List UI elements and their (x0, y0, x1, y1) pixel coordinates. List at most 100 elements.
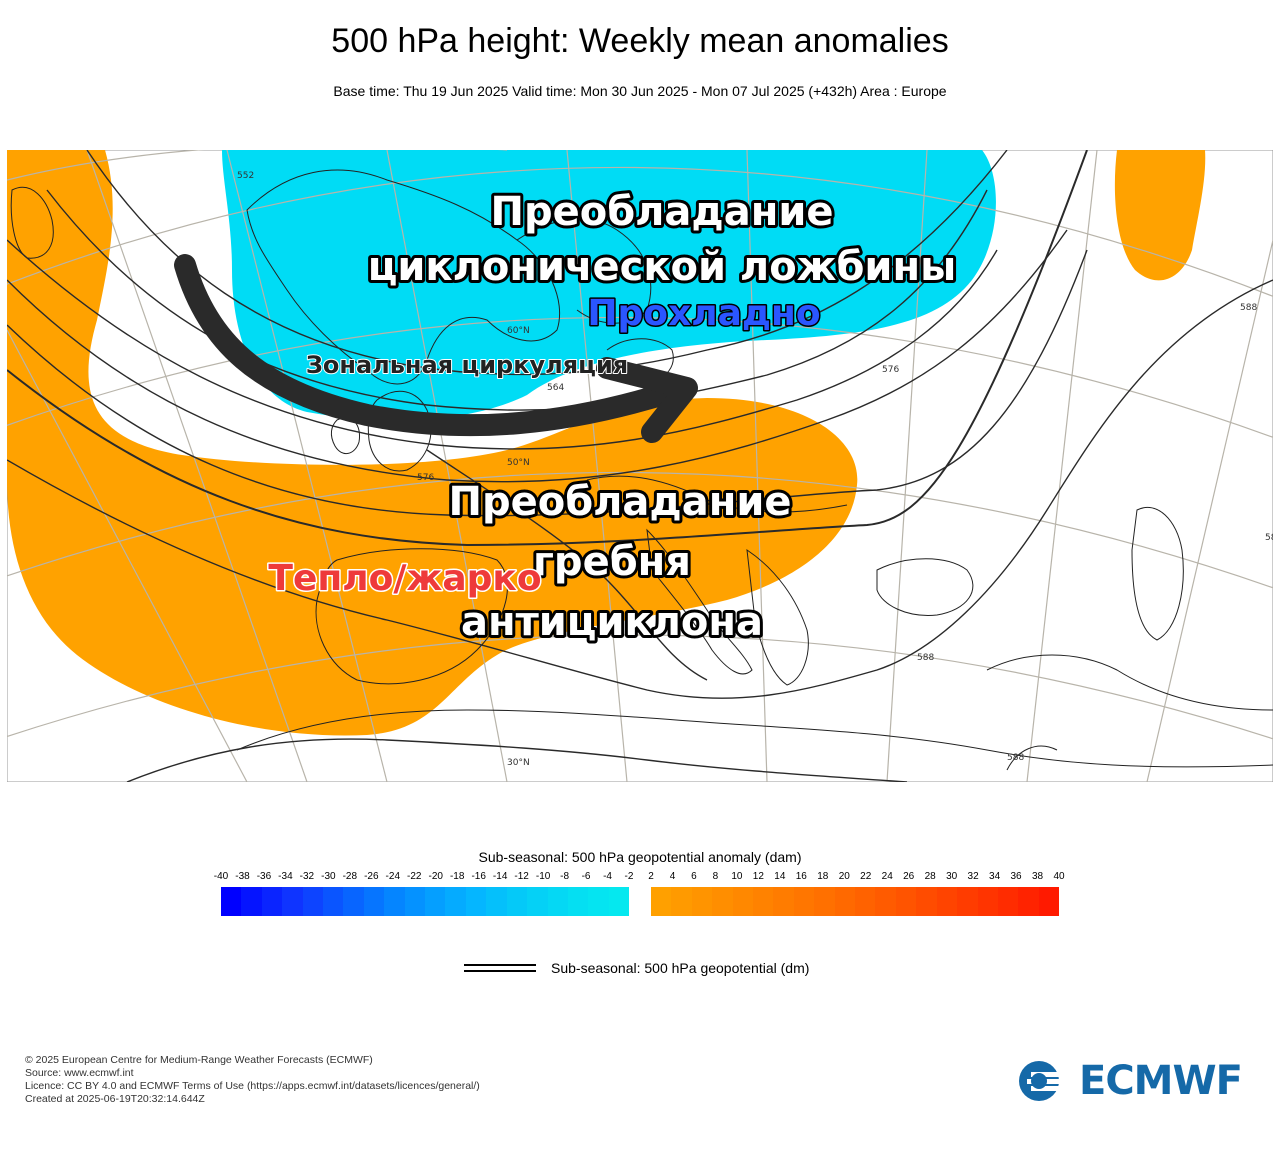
positive-colorbar-cell (671, 887, 692, 916)
credit-created: Created at 2025-06-19T20:32:14.644Z (25, 1093, 205, 1105)
legend-tick-label: -22 (407, 871, 422, 882)
warm-label: Тепло/жарко (268, 558, 541, 599)
contour-labels: 552 564 576 588 576 588 588 588 30°N 50°… (237, 171, 1273, 768)
ridge-label-line2: гребня (533, 539, 691, 585)
positive-anomaly-region-west (7, 150, 858, 736)
positive-colorbar-cell (855, 887, 876, 916)
legend-tick-label: 2 (648, 871, 654, 882)
credits: © 2025 European Centre for Medium-Range … (25, 1054, 480, 1106)
svg-text:588: 588 (1265, 533, 1273, 543)
chart-title: 500 hPa height: Weekly mean anomalies (331, 22, 949, 60)
svg-text:552: 552 (237, 171, 254, 181)
svg-text:576: 576 (882, 365, 899, 375)
trough-label-line2: циклонической ложбины (368, 244, 957, 290)
legend-tick-label: -20 (428, 871, 443, 882)
legend-tick-label: -2 (624, 871, 634, 882)
positive-anomaly-region-east (1114, 150, 1206, 281)
positive-colorbar-cell (875, 887, 896, 916)
legend-tick-label: 36 (1010, 871, 1022, 882)
trough-label-line1: Преобладание (490, 189, 833, 235)
zonal-circulation-arrow (174, 254, 688, 437)
legend-tick-label: 10 (731, 871, 743, 882)
positive-colorbar-cell (651, 887, 672, 916)
legend-tick-label: -18 (449, 871, 465, 882)
legend-tick-label: -26 (364, 871, 379, 882)
positive-colorbar-cell (1018, 887, 1039, 916)
legend-tick-label: -28 (342, 871, 358, 882)
positive-colorbar-cell (691, 887, 713, 916)
legend-tick-label: -14 (492, 871, 508, 882)
legend-tick-label: 40 (1053, 871, 1065, 882)
arrow-head (596, 357, 698, 443)
positive-colorbar-cell (814, 887, 835, 916)
negative-colorbar-cell (363, 887, 385, 916)
legend-tick-label: -8 (560, 871, 570, 882)
legend-tick-label: -38 (235, 871, 250, 882)
negative-colorbar-cell (343, 887, 364, 916)
svg-text:588: 588 (917, 653, 934, 663)
ecmwf-logo-mark-icon (1019, 1061, 1075, 1101)
positive-colorbar-cell (977, 887, 998, 916)
legend-tick-label: 12 (752, 871, 764, 882)
graticule (7, 150, 1273, 782)
coastlines (10, 169, 1273, 771)
legend-tick-label: 20 (838, 871, 850, 882)
legend-tick-label: -10 (535, 871, 551, 882)
credit-licence[interactable]: Licence: CC BY 4.0 and ECMWF Terms of Us… (25, 1080, 480, 1092)
legend-tick-label: 6 (691, 871, 697, 882)
svg-text:564: 564 (547, 383, 564, 393)
contour-line-swatch (464, 964, 536, 972)
map-canvas: 552 564 576 588 576 588 588 588 30°N 50°… (7, 150, 1273, 782)
ecmwf-logo[interactable]: ECMWF (1017, 1058, 1243, 1104)
legend-tick-label: -40 (213, 871, 229, 882)
ridge-label-line3: антициклона (461, 599, 763, 645)
svg-text:576: 576 (417, 473, 434, 483)
legend-tick-label: -4 (603, 871, 612, 882)
negative-colorbar-cell (241, 887, 262, 916)
legend-tick-label: -12 (514, 871, 529, 882)
negative-colorbar-cell (302, 887, 324, 916)
legend-tick-label: 14 (774, 871, 786, 882)
legend-tick-label: 8 (712, 871, 719, 882)
credit-source[interactable]: Source: www.ecmwf.int (25, 1067, 134, 1079)
negative-colorbar-cell (323, 887, 344, 916)
negative-colorbar-cell (608, 887, 630, 916)
svg-text:30°N: 30°N (507, 758, 530, 768)
legend-tick-label: -34 (278, 871, 293, 882)
positive-colorbar-cell (895, 887, 917, 916)
positive-colorbar-cell (957, 887, 978, 916)
negative-colorbar-cell (486, 887, 507, 916)
negative-colorbar-cell (221, 887, 242, 916)
legend-tick-label: 4 (669, 871, 676, 882)
negative-colorbar-cell (261, 887, 283, 916)
negative-colorbar-cell (506, 887, 528, 916)
legend-tick-label: 24 (881, 871, 893, 882)
negative-colorbar-cell (404, 887, 426, 916)
anomaly-legend-title: Sub-seasonal: 500 hPa geopotential anoma… (478, 849, 802, 865)
negative-colorbar-cell (527, 887, 548, 916)
positive-colorbar-cell (916, 887, 937, 916)
legend-tick-label: 34 (989, 871, 1001, 882)
legend-tick-label: 18 (817, 871, 829, 882)
negative-colorbar-cell (465, 887, 487, 916)
positive-colorbar-cell (793, 887, 815, 916)
europe-map[interactable]: 552 564 576 588 576 588 588 588 30°N 50°… (7, 150, 1273, 782)
legend-tick-label: 16 (795, 871, 807, 882)
svg-text:60°N: 60°N (507, 326, 530, 336)
positive-colorbar-cell (753, 887, 774, 916)
legend-tick-label: -36 (256, 871, 272, 882)
positive-colorbar-cell (1038, 887, 1060, 916)
negative-colorbar-cell (282, 887, 303, 916)
svg-text:588: 588 (1240, 303, 1257, 313)
legend-tick-label: 32 (967, 871, 979, 882)
zonal-circulation-label: Зональная циркуляция (306, 351, 628, 379)
negative-anomaly-region (222, 150, 996, 421)
legend-tick-label: -30 (321, 871, 336, 882)
positive-colorbar-cell (732, 887, 754, 916)
legend-tick-label: -32 (299, 871, 315, 882)
positive-colorbar-cell (773, 887, 794, 916)
legend-tick-label: 38 (1031, 871, 1044, 882)
ridge-label-line1: Преобладание (448, 479, 791, 525)
negative-anomaly-colorbar (221, 887, 630, 916)
ecmwf-logo-text: ECMWF (1079, 1058, 1243, 1104)
